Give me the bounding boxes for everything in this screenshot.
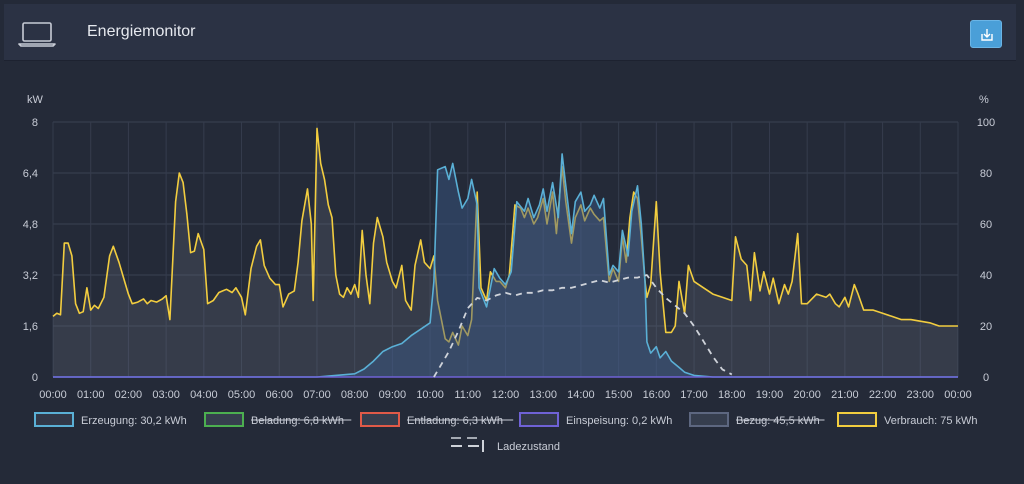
x-tick-label: 11:00 <box>454 389 481 401</box>
y-right-tick-label: 100 <box>977 117 995 129</box>
series-line <box>433 274 733 378</box>
x-tick-label: 12:00 <box>492 389 520 401</box>
x-tick-label: 22:00 <box>869 389 897 401</box>
series-area <box>53 153 958 377</box>
legend-label: Erzeugung: 30,2 kWh <box>81 415 187 427</box>
y-left-tick-label: 0 <box>32 372 38 384</box>
x-tick-label: 00:00 <box>39 389 67 401</box>
y-left-tick-label: 3,2 <box>23 270 38 282</box>
x-tick-label: 23:00 <box>907 389 935 401</box>
x-tick-label: 17:00 <box>680 389 708 401</box>
legend-swatch <box>34 412 74 427</box>
y-right-tick-label: 80 <box>980 168 992 180</box>
panel-header: Energiemonitor <box>4 4 1016 61</box>
y-right-tick-label: 0 <box>983 372 989 384</box>
legend-swatch <box>519 412 559 427</box>
x-tick-label: 04:00 <box>190 389 218 401</box>
legend-label: Verbrauch: 75 kWh <box>884 415 978 427</box>
series-layer <box>52 127 958 378</box>
legend-label: Bezug: 45,5 kWh <box>736 415 820 427</box>
legend-swatch <box>837 412 877 427</box>
y-left-tick-label: 4,8 <box>23 219 38 231</box>
x-tick-label: 10:00 <box>416 389 444 401</box>
x-tick-label: 18:00 <box>718 389 746 401</box>
x-tick-label: 16:00 <box>643 389 671 401</box>
x-tick-label: 15:00 <box>605 389 633 401</box>
legend-label: Entladung: 6,3 kWh <box>407 415 503 427</box>
x-tick-label: 19:00 <box>756 389 784 401</box>
laptop-icon <box>18 22 56 47</box>
x-tick-label: 14:00 <box>567 389 595 401</box>
series-area <box>53 128 958 377</box>
x-tick-label: 05:00 <box>228 389 256 401</box>
y-right-tick-label: 20 <box>980 321 992 333</box>
x-tick-label: 13:00 <box>529 389 557 401</box>
y-axis-left: 0 1,6 3,2 4,8 6,4 8 <box>23 117 38 384</box>
y-left-tick-label: 1,6 <box>23 321 38 333</box>
legend-label: Einspeisung: 0,2 kWh <box>566 415 672 427</box>
y-left-tick-label: 8 <box>32 117 38 129</box>
x-tick-label: 06:00 <box>265 389 293 401</box>
legend-swatch <box>451 440 484 452</box>
download-icon <box>981 29 993 41</box>
legend-swatch <box>360 412 400 427</box>
x-axis: 00:00 01:00 02:00 03:00 04:00 05:00 06:00 07:00… <box>39 389 972 401</box>
y-left-tick-label: 6,4 <box>23 168 38 180</box>
legend-swatch <box>689 412 729 427</box>
x-tick-label: 09:00 <box>379 389 407 401</box>
x-tick-label: 03:00 <box>152 389 180 401</box>
x-tick-label: 00:00 <box>944 389 972 401</box>
x-tick-label: 07:00 <box>303 389 331 401</box>
y-left-unit: kW <box>27 94 44 106</box>
y-right-tick-label: 40 <box>980 270 992 282</box>
legend-label: Ladezustand <box>497 441 560 453</box>
x-tick-label: 01:00 <box>77 389 105 401</box>
energy-chart: kW % 0 1,6 3,2 4,8 6,4 8 0 20 40 60 80 100 00:00 01… <box>23 94 995 453</box>
legend-label: Beladung: 6,8 kWh <box>251 415 344 427</box>
grid-lines <box>52 121 959 378</box>
panel-title: Energiemonitor <box>87 23 196 40</box>
download-button[interactable] <box>970 20 1002 48</box>
x-tick-label: 08:00 <box>341 389 369 401</box>
y-right-tick-label: 60 <box>980 219 992 231</box>
legend-swatch <box>204 412 244 427</box>
y-right-unit: % <box>979 94 989 106</box>
y-axis-right: 0 20 40 60 80 100 <box>977 117 995 384</box>
series-line <box>52 127 958 346</box>
x-tick-label: 21:00 <box>831 389 859 401</box>
series-line <box>53 153 958 378</box>
x-tick-label: 02:00 <box>115 389 143 401</box>
x-tick-label: 20:00 <box>793 389 821 401</box>
legend: Erzeugung: 30,2 kWh Beladung: 6,8 kWh Entl… <box>34 412 978 453</box>
